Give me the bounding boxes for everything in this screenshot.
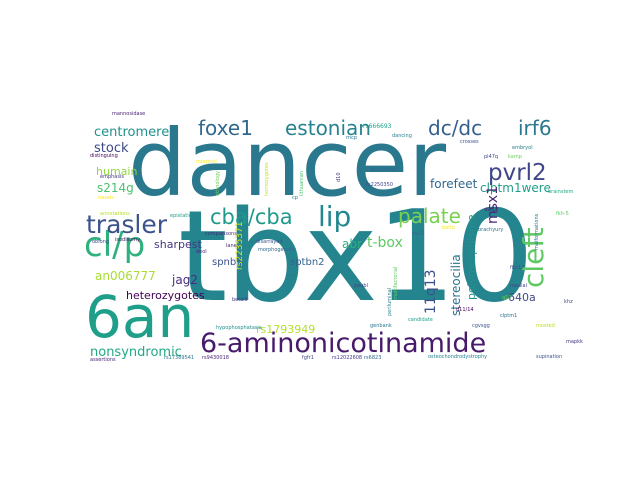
cloud-word: nonsyndromic	[90, 345, 182, 360]
cloud-word: cl/p	[84, 225, 146, 265]
cloud-word: estonian	[285, 116, 371, 140]
cloud-word: fgfr1	[302, 355, 314, 361]
cloud-word: pl47q	[484, 154, 499, 160]
cloud-word: clptm1	[500, 313, 518, 319]
cloud-word: malformations	[534, 213, 540, 250]
cloud-word: morphogenetic	[258, 247, 296, 253]
cloud-word: rs666693	[363, 123, 392, 130]
cloud-word: morphol	[196, 159, 217, 165]
cloud-word: dancer	[128, 110, 447, 217]
cloud-word: stock	[94, 141, 129, 156]
cloud-word: q10	[502, 295, 512, 301]
cloud-word: rs17389541	[164, 355, 195, 361]
cloud-word: rs6823	[364, 355, 382, 361]
cloud-word: deol	[196, 249, 207, 255]
cloud-word: kamp	[508, 154, 522, 160]
cloud-word: 6-aminonicotinamide	[200, 328, 487, 359]
cloud-word: t-box	[367, 235, 403, 251]
cloud-word: trasler	[86, 210, 168, 239]
cloud-word: 640a	[508, 291, 536, 304]
cloud-word: ethnology	[215, 170, 221, 196]
cloud-word: supination	[536, 354, 563, 360]
cloud-word: baltic	[442, 225, 456, 231]
cloud-word: disarrayed	[256, 239, 283, 245]
cloud-word: rs9430018	[202, 355, 229, 361]
cloud-word: forefeet	[430, 177, 478, 191]
cloud-word: homozygotes	[264, 162, 270, 196]
cloud-word: centromere	[94, 125, 170, 140]
cloud-word: spnb3	[212, 257, 243, 268]
cloud-word: rs2235371	[235, 221, 245, 270]
cloud-word: defy	[286, 273, 297, 279]
cloud-word: embryol	[512, 145, 533, 151]
cloud-word: abr	[342, 237, 362, 251]
cloud-word: rs2250350	[366, 182, 393, 188]
cloud-word: osteochondrodystrophy	[428, 354, 488, 360]
cloud-word: crosses	[460, 139, 479, 145]
cloud-word: s214g	[97, 181, 134, 195]
cloud-word: rs1793949	[256, 323, 316, 336]
cloud-word: multifactorial	[393, 266, 399, 300]
cloud-word: oblong	[92, 239, 110, 245]
cloud-word: isodisomy	[115, 237, 141, 243]
cloud-word: lithuanian	[299, 171, 305, 196]
cloud-word: cba/cba	[210, 205, 293, 229]
cloud-word: dancing	[392, 133, 412, 139]
cloud-word: sharpest	[154, 238, 202, 251]
cloud-word: annotations	[100, 211, 130, 217]
cloud-word: cp	[292, 195, 298, 201]
cloud-word: epistatic	[170, 213, 192, 219]
cloud-word: rncp	[346, 135, 358, 141]
cloud-word: nasals	[98, 195, 114, 201]
cloud-word: d10	[336, 172, 342, 182]
cloud-word: sptbn2	[290, 257, 325, 268]
cloud-word: paubl	[354, 283, 368, 289]
cloud-word: emphasis	[100, 174, 124, 180]
cloud-word: brachyury	[478, 227, 504, 233]
cloud-word: tbx10	[178, 183, 534, 330]
cloud-word: mapkk	[566, 339, 583, 345]
cloud-word: msx1	[485, 185, 501, 224]
cloud-word: genbank	[370, 323, 392, 329]
cloud-word: distinguing	[90, 153, 118, 159]
cloud-word: brainstem	[548, 189, 574, 195]
cloud-word: palate	[398, 204, 461, 228]
cloud-word: dc/dc	[428, 116, 483, 140]
cloud-word: lane	[226, 243, 237, 249]
cloud-word: cgvsgg	[472, 323, 490, 329]
cloud-word: hypophosphatasia	[216, 325, 262, 331]
cloud-word: mosted	[536, 323, 555, 329]
cloud-word: 11q13	[423, 269, 439, 314]
cloud-word: khz	[564, 299, 573, 305]
cloud-word: 6an	[85, 283, 195, 351]
cloud-word: jag2	[172, 273, 198, 287]
cloud-word: mannosidase	[112, 111, 146, 117]
cloud-word: assertions	[90, 357, 116, 363]
cloud-word: betaiii	[232, 297, 248, 303]
cloud-word: humain	[96, 165, 138, 178]
cloud-word: pvrl1	[412, 231, 425, 237]
cloud-word: geographic	[370, 167, 399, 173]
cloud-word: foxe1	[198, 116, 253, 140]
cloud-word: d11/14	[456, 307, 474, 313]
cloud-word: comparisons	[205, 231, 237, 237]
cloud-word: fbx17	[510, 265, 525, 271]
cloud-word: d9/12	[484, 207, 499, 213]
cloud-word: irf6	[518, 116, 552, 140]
cloud-word: polymorphisme	[465, 214, 478, 300]
cloud-word: medial	[510, 283, 527, 289]
cloud-word: an006777	[95, 269, 156, 283]
cloud-word: heterozygotes	[126, 289, 205, 302]
cloud-word: fkh-5	[556, 211, 569, 217]
cloud-word: lip	[318, 200, 352, 233]
cloud-word: clptm1were	[480, 181, 551, 195]
cloud-word: pvrl2	[488, 160, 547, 186]
cloud-word: rs12022608	[332, 355, 363, 361]
cloud-word: candidate	[408, 317, 433, 323]
